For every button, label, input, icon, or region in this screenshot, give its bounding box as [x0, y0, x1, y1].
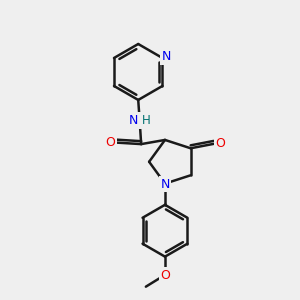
- Text: O: O: [160, 269, 170, 282]
- Text: N: N: [128, 114, 138, 127]
- Text: N: N: [161, 50, 171, 63]
- Text: N: N: [160, 178, 170, 191]
- Text: O: O: [106, 136, 116, 148]
- Text: H: H: [142, 114, 151, 127]
- Text: O: O: [215, 137, 225, 150]
